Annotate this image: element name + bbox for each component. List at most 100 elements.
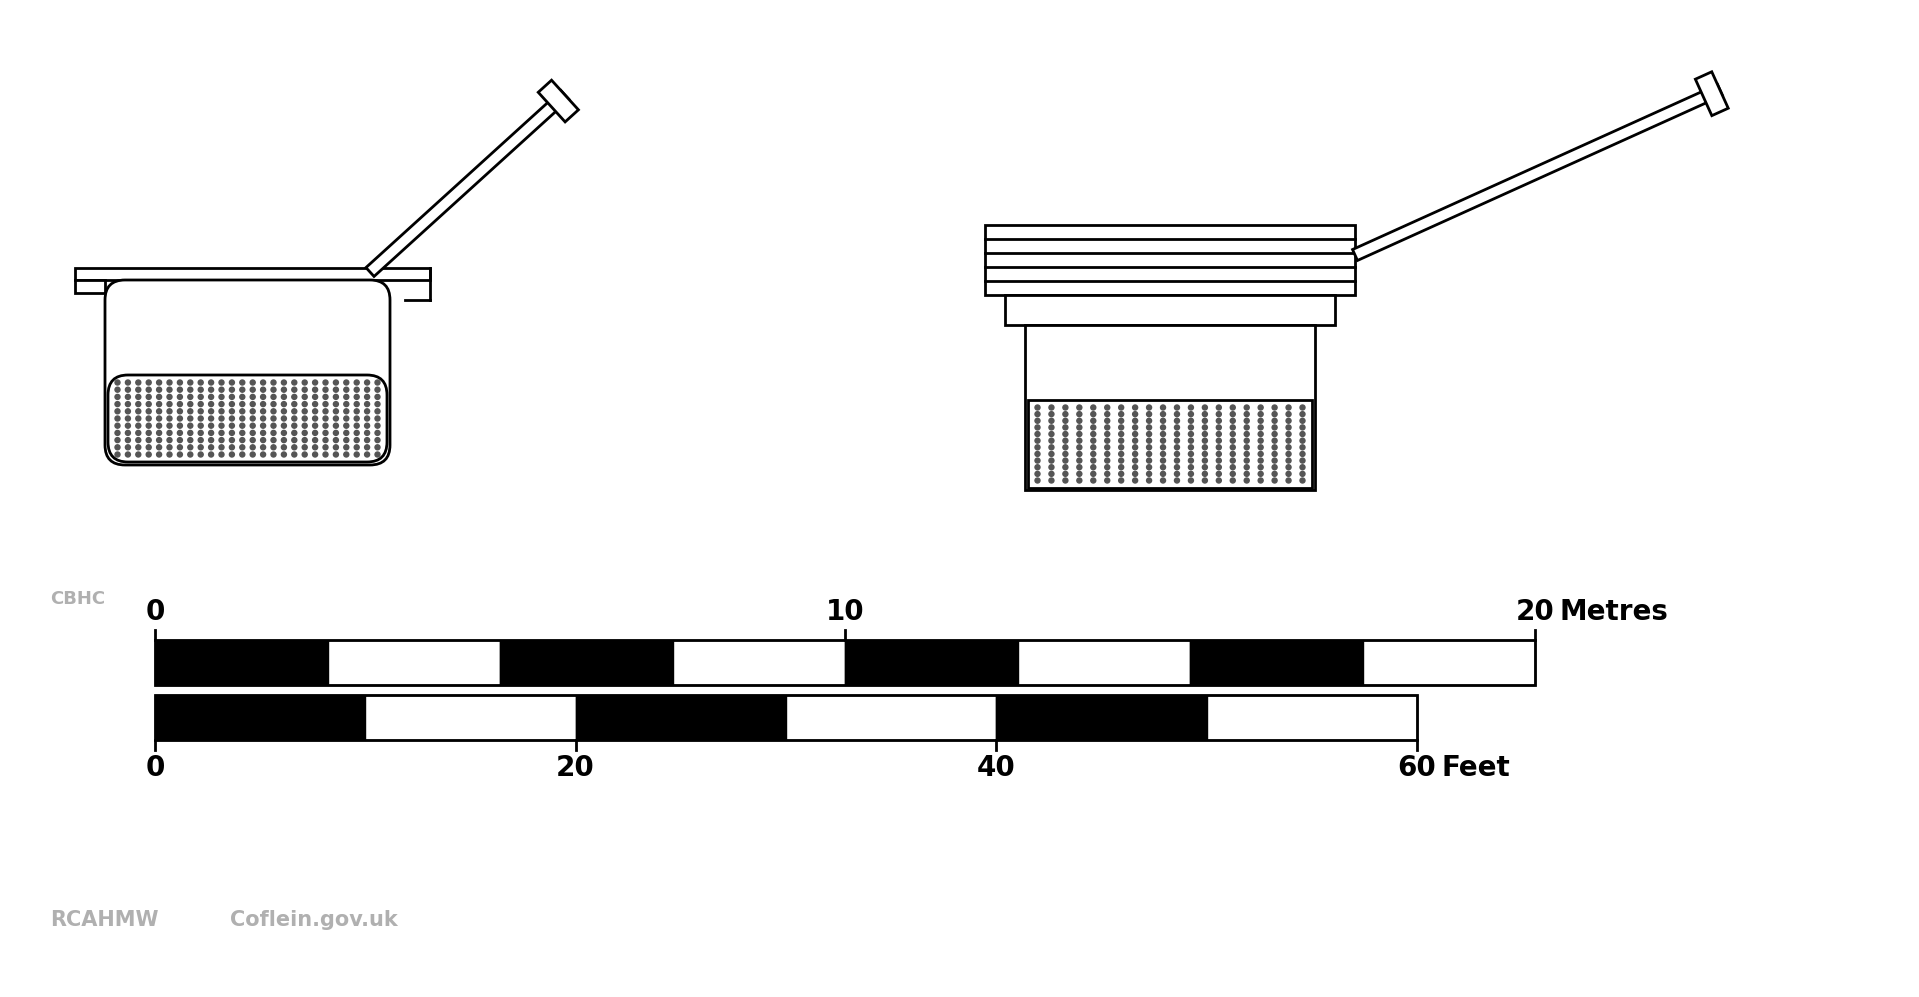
Circle shape bbox=[1188, 445, 1194, 450]
Circle shape bbox=[1146, 419, 1151, 424]
Circle shape bbox=[1034, 472, 1040, 477]
Circle shape bbox=[334, 402, 338, 407]
Circle shape bbox=[322, 380, 328, 385]
Circle shape bbox=[355, 395, 359, 400]
Circle shape bbox=[1188, 419, 1194, 424]
Text: CBHC: CBHC bbox=[50, 590, 106, 608]
FancyBboxPatch shape bbox=[107, 375, 388, 462]
Circle shape bbox=[146, 438, 152, 443]
Circle shape bbox=[230, 380, 234, 385]
Circle shape bbox=[177, 416, 182, 421]
Circle shape bbox=[1161, 439, 1165, 444]
Circle shape bbox=[230, 387, 234, 392]
Circle shape bbox=[1161, 478, 1165, 483]
Polygon shape bbox=[1694, 72, 1729, 116]
Circle shape bbox=[365, 438, 370, 443]
Bar bbox=[996, 695, 1207, 740]
Circle shape bbox=[1105, 432, 1109, 437]
Circle shape bbox=[1286, 412, 1291, 417]
Circle shape bbox=[1090, 432, 1096, 437]
Circle shape bbox=[125, 416, 130, 421]
Circle shape bbox=[136, 395, 140, 400]
Circle shape bbox=[374, 402, 380, 407]
Circle shape bbox=[136, 416, 140, 421]
Circle shape bbox=[1272, 405, 1278, 410]
Bar bbox=[1362, 640, 1535, 685]
Circle shape bbox=[167, 409, 173, 414]
Circle shape bbox=[1244, 439, 1249, 444]
Circle shape bbox=[198, 402, 203, 407]
Circle shape bbox=[219, 395, 225, 400]
Circle shape bbox=[1217, 445, 1220, 450]
Circle shape bbox=[292, 402, 297, 407]
Circle shape bbox=[125, 409, 130, 414]
Circle shape bbox=[1050, 412, 1054, 417]
Circle shape bbox=[125, 438, 130, 443]
Circle shape bbox=[1105, 405, 1109, 410]
Circle shape bbox=[240, 423, 246, 428]
Circle shape bbox=[344, 395, 349, 400]
Circle shape bbox=[1161, 419, 1165, 424]
Circle shape bbox=[1244, 425, 1249, 430]
Circle shape bbox=[1146, 452, 1151, 457]
Circle shape bbox=[188, 387, 192, 392]
Circle shape bbox=[1244, 405, 1249, 410]
Circle shape bbox=[1203, 412, 1207, 417]
Circle shape bbox=[282, 431, 286, 436]
Circle shape bbox=[1188, 465, 1194, 470]
Circle shape bbox=[219, 423, 225, 428]
Circle shape bbox=[1146, 439, 1151, 444]
Circle shape bbox=[198, 395, 203, 400]
Circle shape bbox=[292, 438, 297, 443]
Circle shape bbox=[115, 380, 121, 385]
Circle shape bbox=[355, 387, 359, 392]
Circle shape bbox=[1272, 478, 1278, 483]
Bar bbox=[155, 695, 365, 740]
Circle shape bbox=[1217, 432, 1220, 437]
Circle shape bbox=[282, 452, 286, 457]
Circle shape bbox=[1174, 419, 1180, 424]
Circle shape bbox=[115, 402, 121, 407]
Circle shape bbox=[1272, 465, 1278, 470]
Circle shape bbox=[292, 431, 297, 436]
Circle shape bbox=[209, 431, 213, 436]
Circle shape bbox=[1119, 425, 1125, 430]
Circle shape bbox=[1230, 439, 1236, 444]
Circle shape bbox=[1244, 445, 1249, 450]
Circle shape bbox=[301, 387, 307, 392]
Circle shape bbox=[1161, 405, 1165, 410]
Circle shape bbox=[355, 445, 359, 450]
Circle shape bbox=[1132, 458, 1138, 463]
Circle shape bbox=[219, 445, 225, 450]
Circle shape bbox=[261, 438, 265, 443]
Circle shape bbox=[322, 395, 328, 400]
Circle shape bbox=[1230, 419, 1236, 424]
Circle shape bbox=[249, 380, 255, 385]
Text: Coflein.gov.uk: Coflein.gov.uk bbox=[230, 910, 397, 930]
Circle shape bbox=[292, 387, 297, 392]
Circle shape bbox=[271, 452, 276, 457]
Circle shape bbox=[344, 452, 349, 457]
Circle shape bbox=[261, 402, 265, 407]
Circle shape bbox=[313, 431, 319, 436]
Circle shape bbox=[271, 409, 276, 414]
Circle shape bbox=[1119, 432, 1125, 437]
Circle shape bbox=[344, 380, 349, 385]
Circle shape bbox=[136, 452, 140, 457]
Circle shape bbox=[219, 387, 225, 392]
Circle shape bbox=[1034, 419, 1040, 424]
Circle shape bbox=[1063, 478, 1067, 483]
Circle shape bbox=[1217, 425, 1220, 430]
Circle shape bbox=[1119, 478, 1125, 483]
Circle shape bbox=[1146, 405, 1151, 410]
Circle shape bbox=[344, 409, 349, 414]
Circle shape bbox=[313, 409, 319, 414]
Circle shape bbox=[1259, 432, 1263, 437]
Circle shape bbox=[198, 416, 203, 421]
Circle shape bbox=[301, 423, 307, 428]
Circle shape bbox=[271, 423, 276, 428]
Circle shape bbox=[1132, 419, 1138, 424]
Circle shape bbox=[1299, 405, 1305, 410]
Circle shape bbox=[249, 409, 255, 414]
Circle shape bbox=[125, 423, 130, 428]
